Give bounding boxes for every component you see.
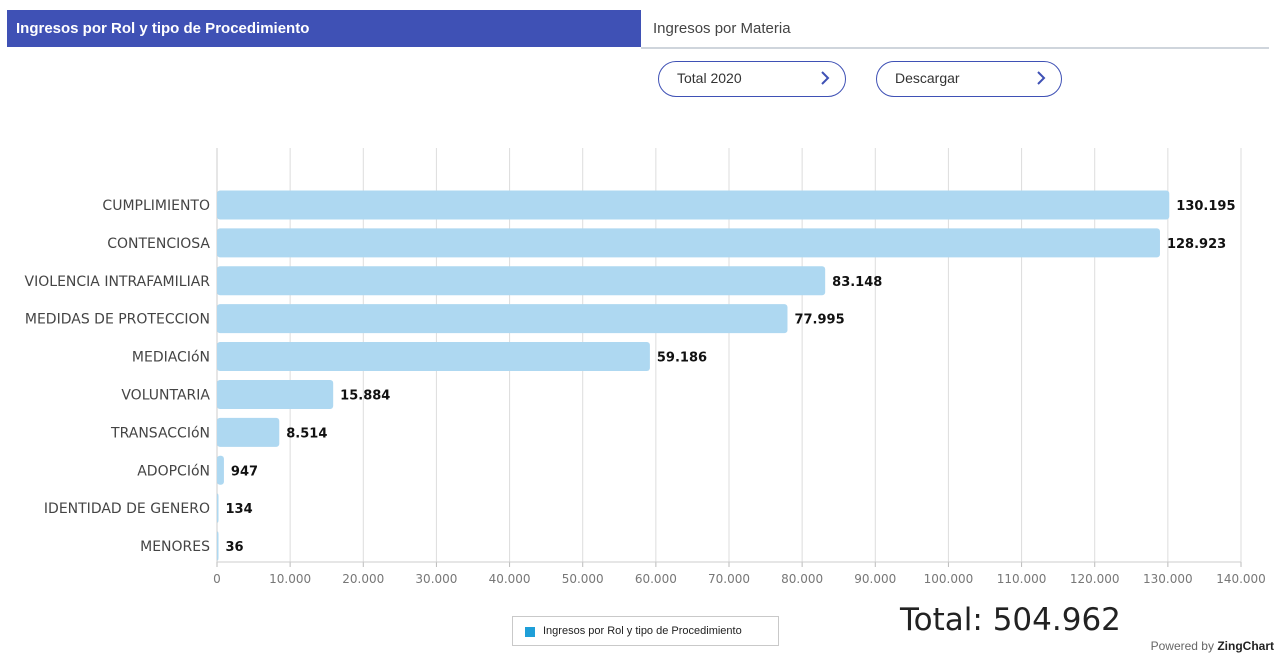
bar — [217, 228, 1160, 258]
category-label: IDENTIDAD DE GENERO — [44, 501, 210, 517]
x-tick-label: 20.000 — [342, 572, 384, 586]
download-label: Descargar — [895, 70, 960, 86]
x-tick-label: 50.000 — [562, 572, 604, 586]
bar — [217, 342, 650, 372]
tab-bar: Ingresos por Rol y tipo de Procedimiento… — [0, 0, 1283, 50]
category-label: MEDIDAS DE PROTECCION — [25, 312, 210, 328]
period-select-button[interactable]: Total 2020 — [658, 61, 846, 97]
category-label: MEDIACIóN — [132, 350, 210, 366]
tab-ingresos-por-materia[interactable]: Ingresos por Materia — [653, 20, 791, 37]
chevron-right-icon — [1037, 71, 1046, 85]
category-label: VIOLENCIA INTRAFAMILIAR — [25, 274, 211, 290]
x-tick-label: 100.000 — [924, 572, 974, 586]
x-tick-label: 10.000 — [269, 572, 311, 586]
bar — [217, 190, 1170, 220]
category-label: CUMPLIMIENTO — [102, 198, 210, 214]
chevron-right-icon — [821, 71, 830, 85]
value-label: 59.186 — [657, 351, 707, 366]
x-tick-label: 130.000 — [1143, 572, 1193, 586]
x-tick-label: 110.000 — [997, 572, 1047, 586]
total-label: Total: 504.962 — [900, 602, 1121, 638]
x-tick-label: 60.000 — [635, 572, 677, 586]
category-label: ADOPCIóN — [137, 463, 210, 479]
bar — [217, 493, 219, 523]
value-label: 130.195 — [1176, 199, 1235, 214]
period-select-label: Total 2020 — [677, 70, 742, 86]
x-tick-label: 140.000 — [1216, 572, 1266, 586]
powered-by-prefix: Powered by — [1150, 639, 1214, 653]
x-tick-label: 30.000 — [415, 572, 457, 586]
chart-legend[interactable]: Ingresos por Rol y tipo de Procedimiento — [512, 616, 779, 646]
x-tick-label: 80.000 — [781, 572, 823, 586]
category-label: CONTENCIOSA — [107, 236, 210, 252]
legend-label: Ingresos por Rol y tipo de Procedimiento — [543, 625, 742, 637]
zingchart-brand: ZingChart — [1217, 639, 1274, 653]
bar — [217, 531, 219, 561]
bar — [217, 379, 334, 409]
x-tick-label: 40.000 — [489, 572, 531, 586]
value-label: 15.884 — [340, 388, 390, 403]
x-tick-label: 90.000 — [854, 572, 896, 586]
horizontal-bar-chart: 0 10.000 20.000 30.000 40.000 50.000 60.000 70.… — [25, 148, 1266, 586]
value-label: 128.923 — [1167, 237, 1226, 252]
powered-by-credit[interactable]: Powered by ZingChart — [1151, 639, 1274, 653]
value-label: 134 — [226, 502, 253, 517]
category-label: VOLUNTARIA — [121, 387, 210, 403]
bar — [217, 417, 280, 447]
category-label: TRANSACCIóN — [110, 425, 210, 441]
x-tick-label: 120.000 — [1070, 572, 1120, 586]
x-tick-label: 70.000 — [708, 572, 750, 586]
bar — [217, 266, 826, 296]
category-label: MENORES — [140, 539, 210, 555]
bar — [217, 304, 788, 334]
bar — [217, 455, 224, 485]
value-label: 947 — [231, 464, 258, 479]
value-label: 8.514 — [286, 426, 327, 441]
value-label: 36 — [226, 540, 244, 555]
tab-ingresos-por-rol[interactable]: Ingresos por Rol y tipo de Procedimiento — [7, 10, 641, 47]
value-label: 77.995 — [794, 313, 844, 328]
x-tick-label: 0 — [213, 572, 221, 586]
download-button[interactable]: Descargar — [876, 61, 1062, 97]
legend-marker — [525, 627, 535, 637]
tab-underline — [641, 47, 1269, 49]
value-label: 83.148 — [832, 275, 882, 290]
